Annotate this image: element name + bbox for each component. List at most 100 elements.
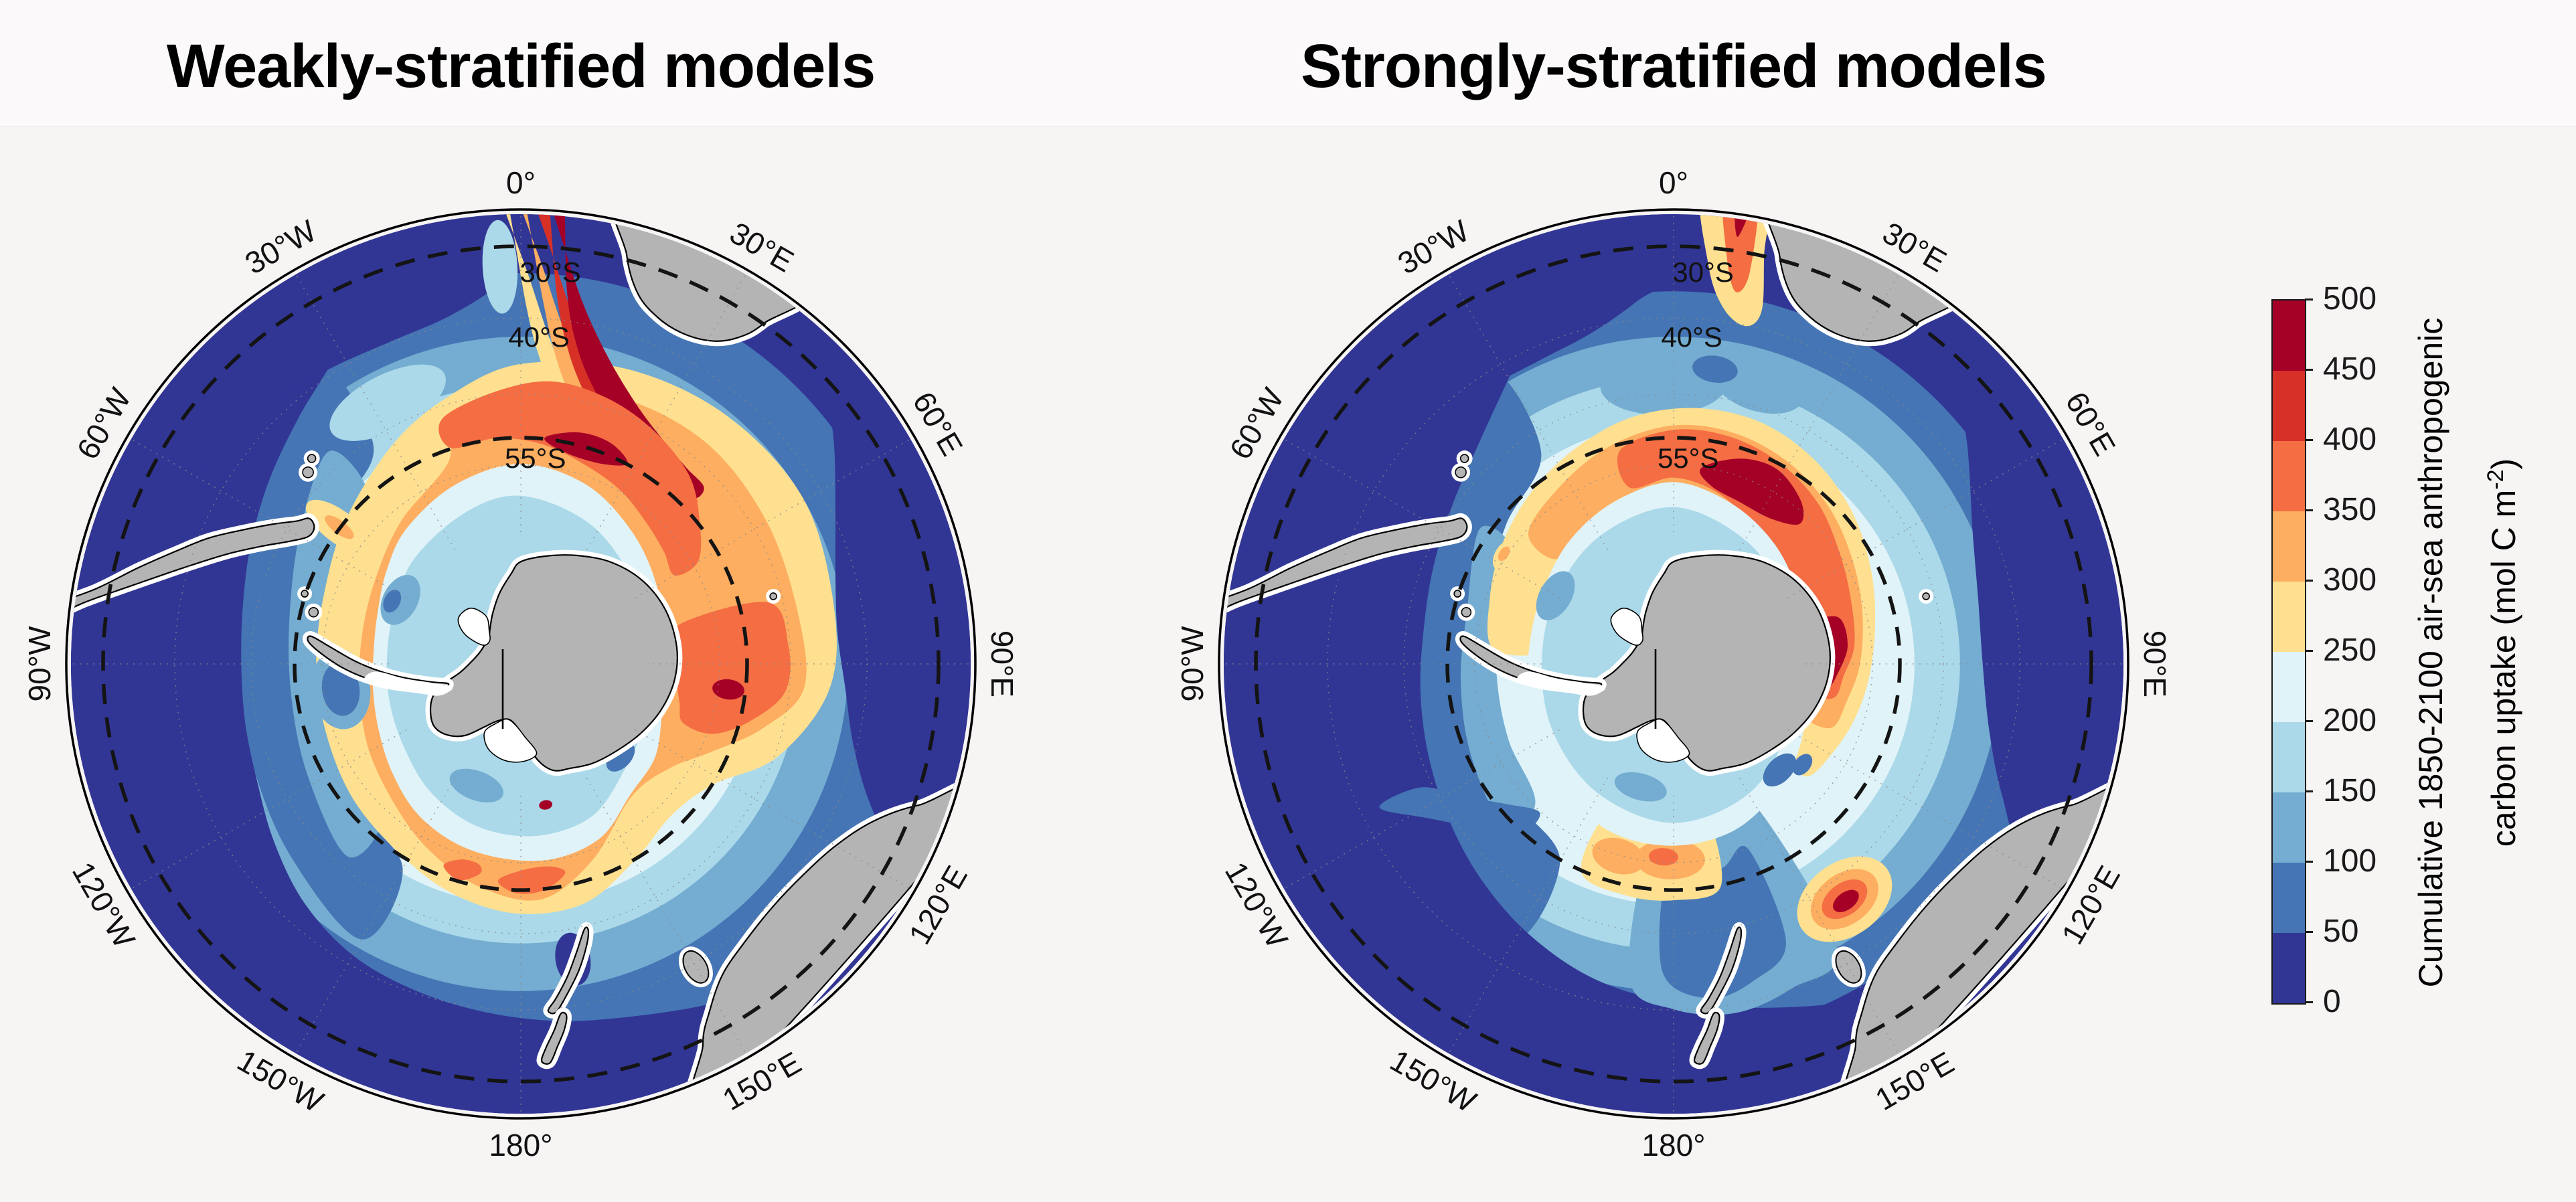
contour-band: [672, 602, 791, 734]
map-boundary: [65, 208, 977, 1120]
contour-blob: [712, 679, 744, 700]
colorbar-swatch: [2273, 371, 2305, 441]
colorbar-tick-label: 450: [2323, 351, 2377, 387]
contour-band: [1460, 525, 1536, 833]
lon-label-right-90°E: 90°E: [2138, 630, 2172, 698]
island-peninsula-2: [1453, 590, 1461, 598]
contour-blob: [1493, 592, 1511, 618]
colorbar-tick-mark: [2305, 860, 2313, 863]
colorbar: [2271, 299, 2306, 1005]
island-peninsula-1: [1461, 606, 1472, 618]
colorbar-swatch: [2273, 722, 2305, 792]
contour-blob: [329, 364, 446, 441]
parallel-30s-dashed: [101, 244, 941, 1084]
island-kerguelen: [1922, 592, 1930, 600]
contour-blob: [443, 859, 482, 881]
colorbar-swatch: [2273, 863, 2305, 933]
contour-band: [1379, 787, 1540, 834]
parallel-30s-dashed: [1254, 244, 2093, 1084]
panel-title-weakly-stratified: Weakly-stratified models: [166, 32, 876, 100]
colorbar-tick-label: 350: [2323, 492, 2377, 527]
contour-blob: [1735, 214, 1756, 238]
lat-label-right-40°S: 40°S: [1661, 321, 1722, 353]
lon-label-left-90°E: 90°E: [985, 630, 1020, 698]
lon-label-right-90°W: 90°W: [1175, 626, 1210, 702]
land-south-america: [71, 517, 315, 623]
island-south-georgia: [1459, 454, 1469, 463]
lon-label-left-90°W: 90°W: [22, 626, 57, 702]
panel-title-strongly-stratified: Strongly-stratified models: [1301, 32, 2047, 100]
graticule-parallel: [250, 394, 791, 934]
lon-label-left-0°: 0°: [506, 165, 536, 200]
island-falkland: [302, 466, 314, 479]
ross-ice-shelf: [483, 718, 538, 763]
contour-blob: [1833, 889, 1859, 912]
colorbar-swatch: [2273, 511, 2305, 582]
ronne-ice-shelf: [1610, 607, 1643, 646]
colorbar-tick-label: 500: [2323, 281, 2377, 317]
colorbar-tick-label: 200: [2323, 703, 2377, 738]
lat-label-left-40°S: 40°S: [508, 321, 570, 353]
contour-blob: [482, 220, 518, 314]
land-new-zealand-north: [540, 1011, 568, 1065]
ocean-field: [71, 214, 971, 1114]
island-peninsula-2: [301, 590, 309, 598]
island-falkland: [1455, 466, 1467, 479]
colorbar-tick-mark: [2305, 790, 2313, 792]
colorbar-swatch: [2273, 792, 2305, 863]
contour-blob: [1793, 754, 1813, 776]
graticule-parallel: [1403, 394, 1944, 934]
lat-label-right-30°S: 30°S: [1672, 256, 1734, 288]
lon-label-right-180°: 180°: [1641, 1128, 1706, 1163]
colorbar-tick-mark: [2305, 509, 2313, 511]
colorbar-tick-mark: [2305, 438, 2313, 441]
lon-label-left-180°: 180°: [489, 1128, 553, 1163]
colorbar-tick-label: 400: [2323, 422, 2377, 457]
contour-blob: [1722, 214, 1759, 292]
contour-blob: [539, 800, 553, 810]
map-weakly-stratified-models: [65, 208, 977, 1120]
colorbar-tick-label: 300: [2323, 562, 2377, 598]
map-boundary: [1218, 208, 2129, 1120]
colorbar-swatch: [2273, 933, 2305, 1003]
colorbar-label-line2: carbon uptake (mol C m-2): [2483, 458, 2522, 847]
map-strongly-stratified-models: [1218, 208, 2129, 1120]
colorbar-tick-mark: [2305, 368, 2313, 371]
parallel-55s-dashed: [293, 436, 749, 892]
contour-blob: [1692, 355, 1738, 383]
ice-shelf-gap: [1517, 671, 1606, 693]
contour-blob: [1700, 458, 1804, 525]
colorbar-swatch: [2273, 441, 2305, 511]
contour-blob: [383, 590, 402, 613]
colorbar-tick-mark: [2305, 719, 2313, 722]
land-south-america: [1224, 517, 1468, 623]
contour-blob: [1498, 546, 1510, 562]
contour-blob: [1648, 848, 1678, 866]
colorbar-label-line1: Cumulative 1850-2100 air-sea anthropogen…: [2412, 317, 2450, 988]
colorbar-swatch: [2273, 300, 2305, 371]
island-south-georgia: [307, 454, 317, 463]
ross-ice-shelf: [1636, 718, 1690, 763]
contour-band: [289, 450, 382, 858]
colorbar-tick-label: 50: [2323, 914, 2359, 949]
contour-band: [1224, 214, 1680, 628]
colorbar-swatch: [2273, 652, 2305, 722]
lat-label-left-55°S: 55°S: [504, 442, 566, 475]
contour-band: [438, 381, 702, 576]
colorbar-tick-label: 150: [2323, 773, 2377, 808]
colorbar-tick-label: 100: [2323, 843, 2377, 879]
land-new-zealand-north: [1693, 1011, 1720, 1065]
colorbar-tick-mark: [2305, 298, 2313, 300]
lon-label-right-0°: 0°: [1659, 165, 1688, 200]
colorbar-tick-mark: [2305, 579, 2313, 582]
colorbar-tick-label: 0: [2323, 984, 2341, 1019]
colorbar-tick-mark: [2305, 1001, 2313, 1003]
ronne-ice-shelf: [457, 607, 491, 646]
colorbar-tick-mark: [2305, 649, 2313, 652]
contour-band: [71, 219, 845, 1114]
island-peninsula-1: [308, 606, 319, 618]
header-band: [0, 0, 2576, 126]
lat-label-right-55°S: 55°S: [1657, 442, 1719, 475]
contour-blob: [1614, 772, 1667, 802]
contour-blob: [449, 768, 503, 803]
